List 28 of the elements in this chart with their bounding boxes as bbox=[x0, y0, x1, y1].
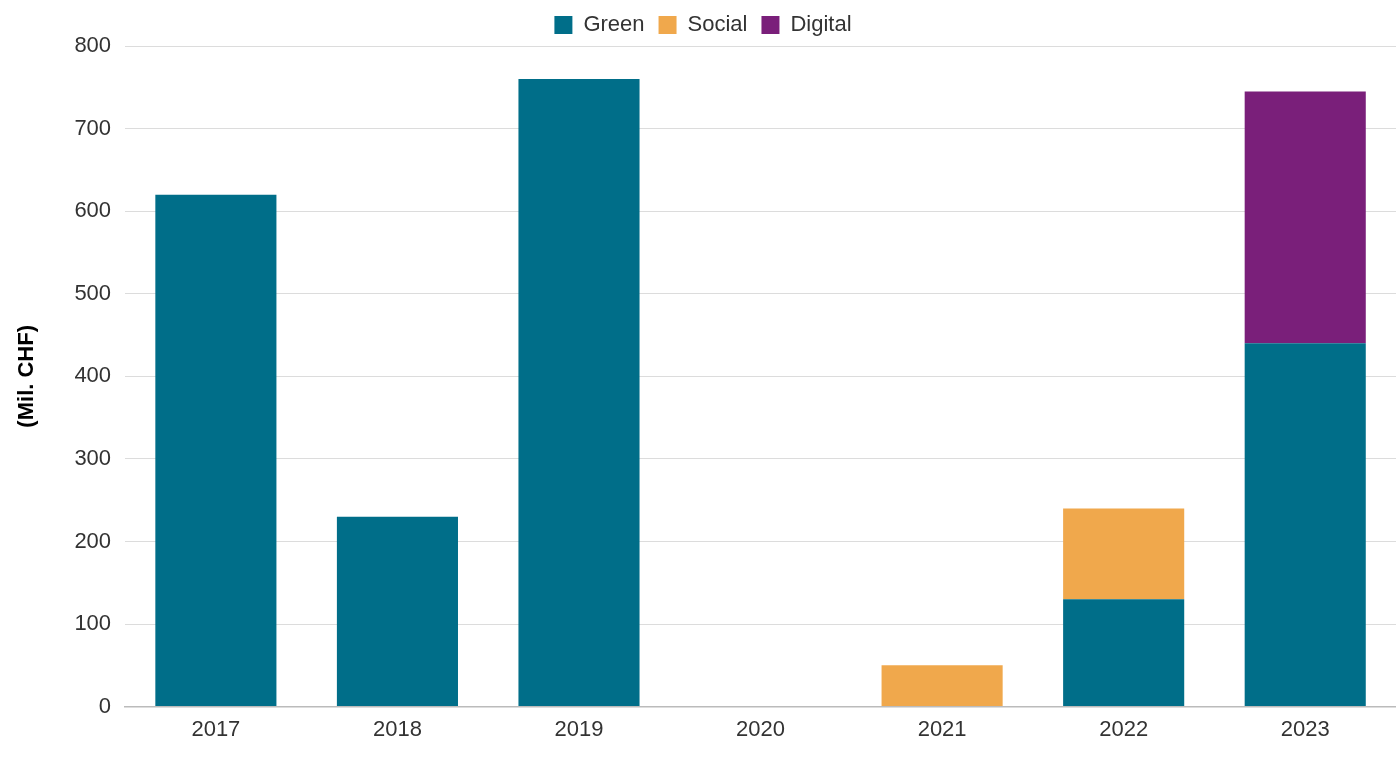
x-tick-label: 2021 bbox=[917, 715, 967, 741]
x-tick-label: 2020 bbox=[736, 715, 786, 741]
y-tick-label: 400 bbox=[74, 362, 112, 388]
bar bbox=[1063, 508, 1185, 600]
bar bbox=[336, 516, 458, 707]
legend-label: Digital bbox=[790, 11, 852, 37]
x-tick-label: 2019 bbox=[554, 715, 604, 741]
x-tick-label: 2017 bbox=[191, 715, 241, 741]
bar bbox=[881, 665, 1003, 707]
bar bbox=[1244, 343, 1366, 707]
y-tick-label: 0 bbox=[98, 692, 112, 718]
legend-label: Social bbox=[687, 11, 748, 37]
bar bbox=[155, 194, 277, 707]
y-tick-label: 500 bbox=[74, 279, 112, 305]
y-tick-label: 700 bbox=[74, 114, 112, 140]
bar bbox=[1063, 599, 1185, 707]
y-tick-label: 300 bbox=[74, 444, 112, 470]
y-tick-label: 100 bbox=[74, 610, 112, 636]
legend-label: Green bbox=[583, 11, 645, 37]
bar bbox=[1244, 91, 1366, 344]
x-tick-label: 2018 bbox=[372, 715, 422, 741]
bar bbox=[518, 79, 640, 707]
x-tick-label: 2022 bbox=[1099, 715, 1149, 741]
y-tick-label: 800 bbox=[74, 32, 112, 58]
y-axis-title: (Mil. CHF) bbox=[13, 324, 39, 428]
x-tick-label: 2023 bbox=[1280, 715, 1330, 741]
y-tick-label: 600 bbox=[74, 197, 112, 223]
y-tick-label: 200 bbox=[74, 527, 112, 553]
